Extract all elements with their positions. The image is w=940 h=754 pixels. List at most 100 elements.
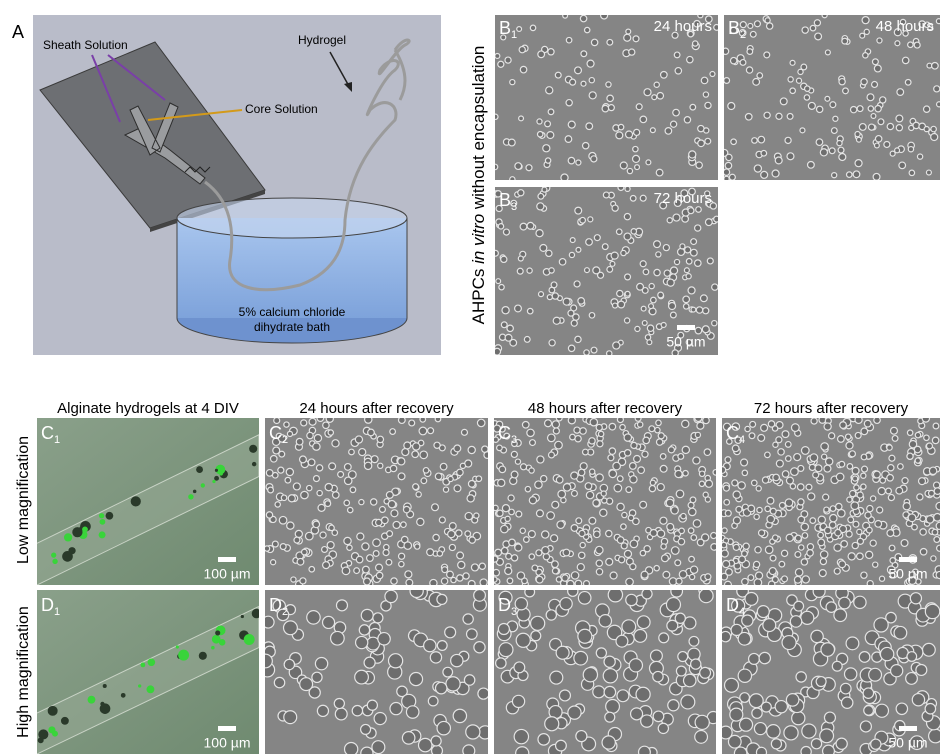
cell: [791, 468, 799, 476]
cell: [441, 578, 447, 584]
cell: [578, 592, 591, 605]
cell: [765, 546, 773, 554]
cell: [296, 438, 303, 445]
cell: [925, 703, 935, 713]
cell: [853, 476, 858, 481]
cell: [531, 616, 545, 630]
letter: C: [41, 423, 54, 443]
cell: [344, 537, 351, 544]
cell: [428, 428, 434, 434]
cell: [597, 441, 603, 447]
cell: [602, 736, 615, 749]
cell: [609, 423, 616, 430]
cell: [603, 669, 617, 683]
time-label: 24 hours: [654, 18, 712, 35]
cell: [333, 492, 340, 499]
cell: [705, 574, 711, 580]
cell: [891, 427, 898, 434]
cell: [719, 726, 732, 739]
cell: [348, 507, 353, 512]
cell: [484, 452, 491, 459]
cell: [656, 439, 662, 445]
cell: [671, 585, 683, 597]
cell: [549, 452, 555, 458]
cell: [801, 64, 807, 70]
cell: [388, 501, 395, 508]
cell: [836, 738, 847, 749]
scale-label: 50 µm: [888, 735, 927, 751]
cell: [608, 588, 622, 602]
cell: [437, 551, 442, 556]
cell: [559, 259, 565, 265]
cell: [820, 149, 827, 156]
label-core: Core Solution: [245, 102, 318, 116]
cell: [753, 79, 760, 86]
cell: [549, 268, 554, 273]
cell: [691, 659, 701, 669]
cell: [527, 429, 534, 436]
cell: [317, 705, 328, 716]
row-label: High magnification: [15, 606, 32, 738]
cell: [676, 578, 682, 584]
cell: [654, 269, 660, 275]
cell: [866, 551, 873, 558]
cell: [624, 213, 630, 219]
cell: [274, 677, 284, 687]
cell: [679, 528, 685, 534]
cell: [722, 528, 727, 533]
cell: [563, 298, 570, 305]
cell: [636, 687, 650, 701]
cell: [509, 509, 515, 515]
cell: [103, 684, 107, 688]
cell: [502, 307, 509, 314]
cell: [705, 480, 712, 487]
cell: [621, 543, 627, 549]
cell: [539, 292, 544, 297]
cell: [659, 633, 669, 643]
cell: [890, 558, 896, 564]
cell: [361, 747, 373, 754]
cell: [558, 490, 566, 498]
cell: [568, 121, 575, 128]
cell: [517, 572, 524, 579]
micrograph-content: [259, 584, 492, 754]
cell: [765, 18, 770, 23]
cell: [767, 497, 774, 504]
cell: [722, 48, 728, 54]
cell: [514, 729, 528, 743]
cell: [601, 491, 606, 496]
subscript: 3: [511, 201, 517, 213]
micrograph: [719, 414, 940, 588]
cell: [584, 350, 589, 355]
cell: [703, 417, 710, 424]
cell: [332, 440, 339, 447]
micrograph-content: [492, 12, 719, 182]
cell: [511, 555, 517, 561]
cell: [51, 552, 56, 557]
cell: [594, 235, 600, 241]
cell: [499, 643, 513, 657]
cell: [591, 347, 597, 353]
cell: [312, 672, 322, 682]
cell: [702, 326, 709, 333]
cell: [99, 531, 106, 538]
cell: [478, 688, 489, 699]
cell: [607, 95, 613, 101]
cell: [691, 535, 697, 541]
cell: [498, 623, 509, 634]
cell: [649, 486, 655, 492]
cell: [699, 589, 713, 603]
cell: [711, 533, 717, 539]
cell: [563, 549, 570, 556]
cell: [917, 494, 923, 500]
cell: [884, 141, 890, 147]
cell: [686, 274, 691, 279]
cell: [543, 554, 549, 560]
cell: [873, 173, 880, 180]
cell: [264, 546, 269, 551]
cell: [583, 668, 597, 682]
cell: [212, 480, 215, 483]
cell: [775, 701, 787, 713]
cell: [569, 252, 574, 257]
column-header: 48 hours after recovery: [528, 400, 683, 417]
